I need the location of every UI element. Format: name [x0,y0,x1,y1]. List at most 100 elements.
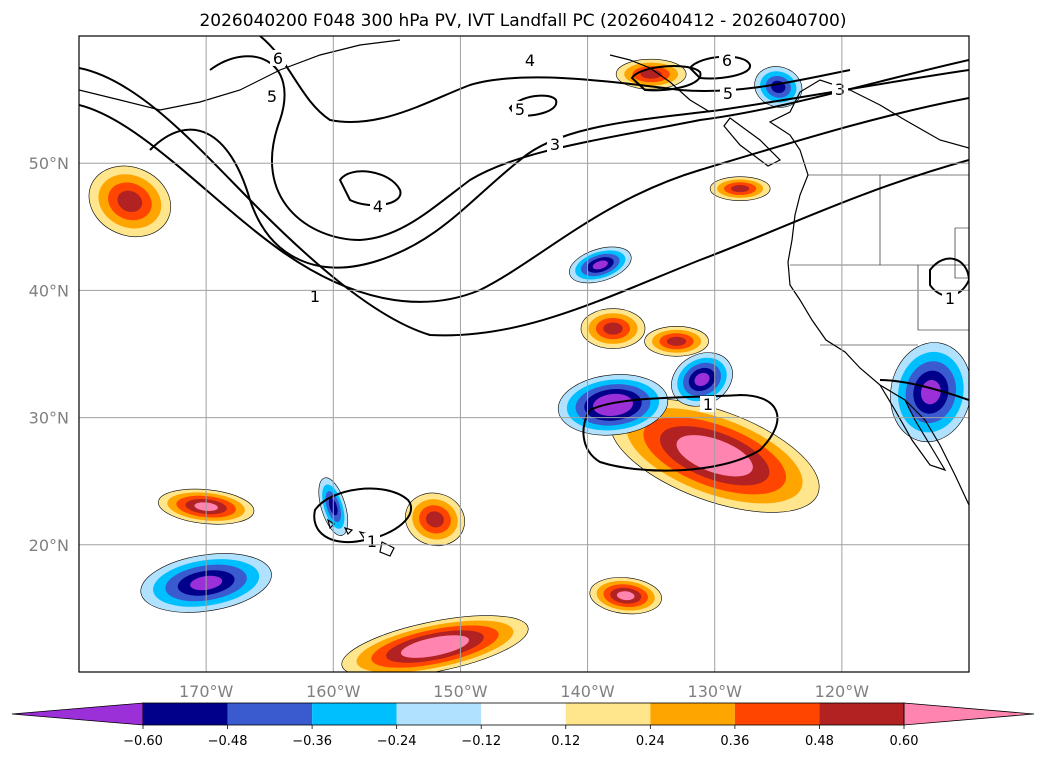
pv-contour-labels: 1 4 3 4 5 6 5 6 5 3 1 1 1 [264,49,958,551]
pv-contour-9 [630,65,702,92]
colorbar-tick-label: 0.48 [805,734,834,749]
colorbar-tick-label: −0.12 [461,734,501,749]
colorbar-bin [227,703,313,725]
contour-label: 1 [367,532,377,551]
pv-contour-11 [929,257,969,297]
colorbar-bin [565,703,651,725]
colorbar-frame [142,702,905,726]
contour-label: 1 [945,289,955,308]
contour-label-bg [307,288,323,304]
us-states-boundary [790,174,969,346]
contour-label-bg [547,136,563,152]
colorbar-tick-label: 0.60 [890,734,919,749]
ivt-negative-anomaly-14 [890,342,969,443]
contour-label: 6 [722,51,732,70]
pv-contour-10 [688,55,751,80]
alaska-coast [79,39,401,111]
contour-label-bg [522,52,538,68]
pv-contour-0 [79,67,969,337]
contour-label-bg [264,88,280,104]
colorbar-extend-max [903,702,1035,726]
y-tick-label: 20°N [29,536,69,555]
colorbar-bin [819,703,904,725]
pv-contour-12 [879,379,969,401]
contour-label-bg [512,101,528,117]
colorbar-bin [481,703,566,725]
ivt-positive-anomaly-2 [589,577,662,615]
alaska-panhandle [609,54,711,113]
colorbar-tick-label: −0.60 [123,734,163,749]
contour-label-bg [942,290,958,306]
contour-label-bg [720,85,736,101]
x-tick-label: 120°W [815,682,870,701]
ivt-positive-anomaly-1 [341,615,529,672]
ivt-negative-anomaly-13 [569,246,632,284]
ivt-fill-level [731,185,750,193]
pv-contour-5 [338,170,402,207]
colorbar-bin [396,703,482,725]
ivt-fill-level [426,511,444,528]
colorbar-tick-label: −0.36 [292,734,332,749]
ivt-positive-anomaly-7 [88,165,172,237]
colorbar-tick-label: 0.24 [636,734,665,749]
colorbar-bin [650,703,735,725]
pv-contour-layer [79,36,969,544]
y-axis-ticks: 20°N 30°N 40°N 50°N [29,154,69,555]
x-tick-label: 150°W [433,682,488,701]
ivt-fill-level [666,336,687,346]
contour-label-bg [832,81,848,97]
contour-label: 5 [723,84,733,103]
contour-label: 3 [835,80,845,99]
contour-label: 5 [267,87,277,106]
ivt-fill-level [592,260,608,270]
contour-label: 5 [515,100,525,119]
pv-contour-4 [259,36,851,123]
ivt-fill-level [400,635,470,658]
colorbar-bin [312,703,397,725]
y-tick-label: 40°N [29,281,69,300]
ivt-positive-anomaly-4 [405,492,465,547]
colorbar-tick-label: −0.48 [208,734,248,749]
pv-contour-2 [149,69,969,269]
x-tick-label: 160°W [306,682,361,701]
contour-label: 4 [373,197,383,216]
y-tick-label: 50°N [29,154,69,173]
ivt-positive-anomaly-6 [644,325,709,357]
contour-label: 1 [310,287,320,306]
pv-contour-7 [582,393,779,472]
ivt-fill-level [603,322,623,335]
colorbar-bin [734,703,820,725]
y-tick-label: 30°N [29,409,69,428]
colorbar-bin [143,703,228,725]
contour-label: 3 [550,135,560,154]
gridlines [79,36,969,672]
chart-title: 2026040200 F048 300 hPa PV, IVT Landfall… [199,11,846,31]
colorbar-tick-label: 0.12 [551,734,580,749]
colorbar-tick-label: 0.36 [720,734,749,749]
contour-label-bg [700,396,716,412]
contour-label-bg [270,50,286,66]
baja-california [879,384,947,472]
contour-label-bg [370,198,386,214]
colorbar-extend-min [11,702,144,726]
contour-label: 4 [525,51,535,70]
ivt-fill-level [592,393,634,416]
x-tick-label: 140°W [560,682,615,701]
contour-label-bg [719,52,735,68]
ivt-positive-anomaly-8 [709,176,771,201]
x-axis-ticks: 170°W 160°W 150°W 140°W 130°W 120°W [179,682,869,701]
hawaii-islands [327,518,395,557]
colorbar-tick-label: −0.24 [377,734,417,749]
ivt-fill-level [694,372,710,387]
contour-label: 6 [273,49,283,68]
ivt-positive-anomaly-5 [580,308,646,349]
map-frame [78,35,970,673]
colorbar: −0.60 −0.48 −0.36 −0.24 −0.12 0.12 0.24 0.36 0.4… [11,702,1035,749]
ivt-fill-level [616,591,635,601]
contour-label: 1 [703,395,713,414]
pv-contour-8 [313,487,413,544]
ivt-fill-level [117,190,143,213]
pv-contour-1 [79,97,969,303]
x-tick-label: 130°W [688,682,743,701]
